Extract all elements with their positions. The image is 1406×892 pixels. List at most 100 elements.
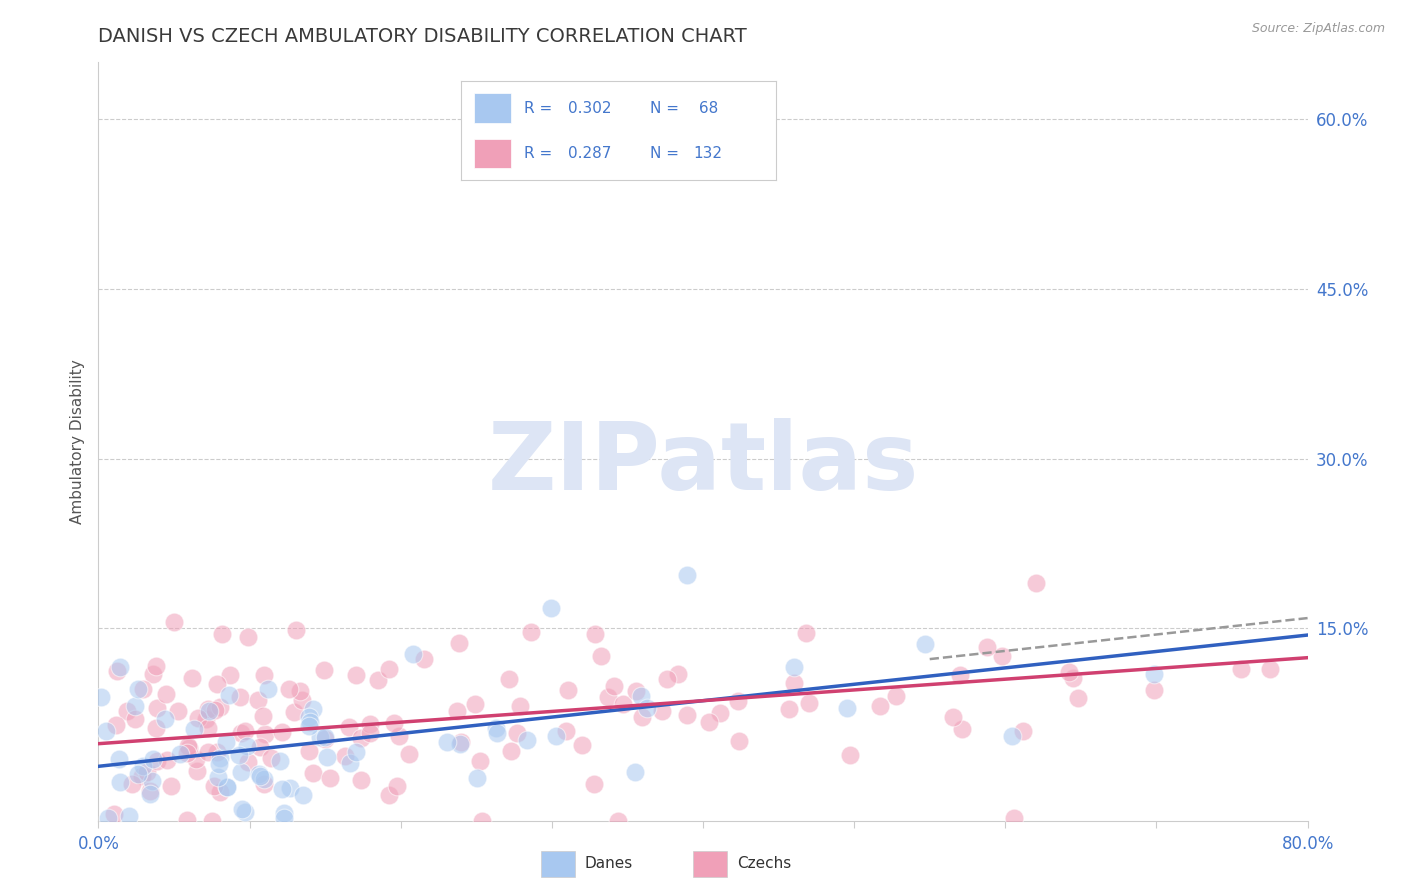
Point [205,677,228,691]
Point [783,676,806,690]
Point [235,739,257,753]
Point [233,805,256,820]
Point [449,737,471,751]
Point [554,723,576,738]
Point [110,775,132,789]
Point [471,814,494,828]
Point [271,725,294,739]
Point [218,668,240,682]
Point [583,627,606,641]
Point [546,729,568,743]
Point [636,700,658,714]
Point [176,746,198,760]
Point [253,667,276,681]
Point [215,780,238,794]
Point [1067,690,1090,705]
Point [228,748,250,763]
Point [142,751,165,765]
Point [623,764,645,779]
Point [238,630,260,644]
Point [666,666,689,681]
Point [155,712,177,726]
Point [367,673,389,688]
Text: Czechs: Czechs [737,855,792,871]
Point [278,681,301,696]
Point [253,777,276,791]
Point [229,764,252,779]
Point [136,765,159,780]
Point [1062,671,1084,685]
Point [288,684,311,698]
Point [260,751,283,765]
Point [384,715,406,730]
Point [278,780,301,795]
Point [156,753,179,767]
Point [132,681,155,696]
Point [950,722,973,736]
Point [127,767,149,781]
Point [606,814,628,828]
Point [333,748,356,763]
Point [139,784,162,798]
Point [783,660,806,674]
Point [297,710,319,724]
Point [177,739,200,754]
Point [273,811,295,825]
Point [231,802,253,816]
Point [350,731,373,745]
Point [778,702,800,716]
Point [145,658,167,673]
Point [247,766,270,780]
Point [186,764,208,778]
Point [139,787,162,801]
Point [884,689,907,703]
Point [215,780,238,795]
Point [108,660,131,674]
Point [344,746,367,760]
Point [651,704,673,718]
Point [132,759,155,773]
Point [205,745,228,759]
Point [238,755,260,769]
Point [249,768,271,782]
Text: DANISH VS CZECH AMBULATORY DISABILITY CORRELATION CHART: DANISH VS CZECH AMBULATORY DISABILITY CO… [98,27,747,45]
Point [247,692,270,706]
Point [195,712,218,726]
Point [107,752,129,766]
Point [117,808,139,822]
Point [697,715,720,730]
Point [630,690,652,704]
Point [516,733,538,747]
Point [315,730,337,744]
Point [869,698,891,713]
Point [1059,665,1081,679]
Point [344,668,367,682]
Point [145,754,167,768]
Point [506,726,529,740]
Bar [693,851,727,877]
Point [233,724,256,739]
Point [1000,729,1022,743]
Point [201,814,224,828]
Point [146,701,169,715]
Point [676,707,699,722]
Point [197,721,219,735]
Point [991,649,1014,664]
Point [402,647,425,661]
Point [949,668,972,682]
Point [160,779,183,793]
Point [90,690,112,704]
Text: Danes: Danes [585,855,633,871]
Point [94,723,117,738]
Point [837,700,859,714]
Point [378,788,401,802]
Point [141,773,163,788]
Point [215,735,238,749]
Point [436,735,458,749]
Point [1230,662,1253,676]
Point [630,709,652,723]
Point [207,771,229,785]
Point [229,726,252,740]
Point [337,720,360,734]
Point [97,811,120,825]
